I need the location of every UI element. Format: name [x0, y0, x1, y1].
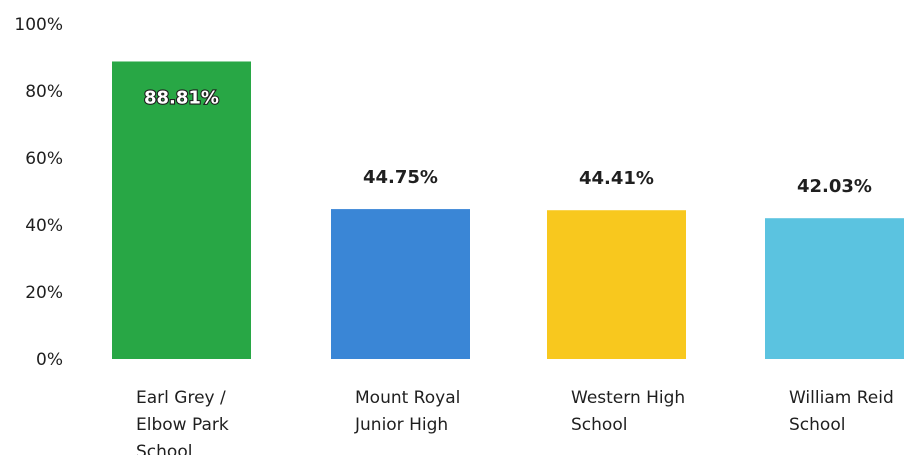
x-axis: Earl Grey / Elbow Park School Mount Royal Ju…: [136, 388, 894, 455]
bar: [547, 210, 686, 359]
y-tick-label: 80%: [25, 82, 63, 102]
y-axis: 0% 20% 40% 60% 80% 100%: [14, 15, 63, 370]
bar: [765, 218, 904, 359]
y-tick-label: 40%: [25, 216, 63, 236]
data-label: 42.03%: [797, 176, 872, 197]
data-label: 88.81%: [144, 87, 219, 108]
y-tick-label: 100%: [14, 15, 63, 35]
y-tick-label: 0%: [36, 350, 63, 370]
x-tick-label: Western High School: [571, 388, 685, 435]
y-tick-label: 20%: [25, 283, 63, 303]
bar: [112, 61, 251, 359]
x-tick-label: Earl Grey / Elbow Park School: [136, 388, 229, 455]
data-label: 44.75%: [363, 167, 438, 188]
bars: [112, 61, 904, 359]
bar: [331, 209, 470, 359]
data-label: 44.41%: [579, 168, 654, 189]
x-tick-label: Mount Royal Junior High: [354, 388, 460, 435]
y-tick-label: 60%: [25, 149, 63, 169]
x-tick-label: William Reid School: [789, 388, 894, 435]
value-labels: 88.81% 44.75% 44.41% 42.03%: [143, 86, 872, 197]
